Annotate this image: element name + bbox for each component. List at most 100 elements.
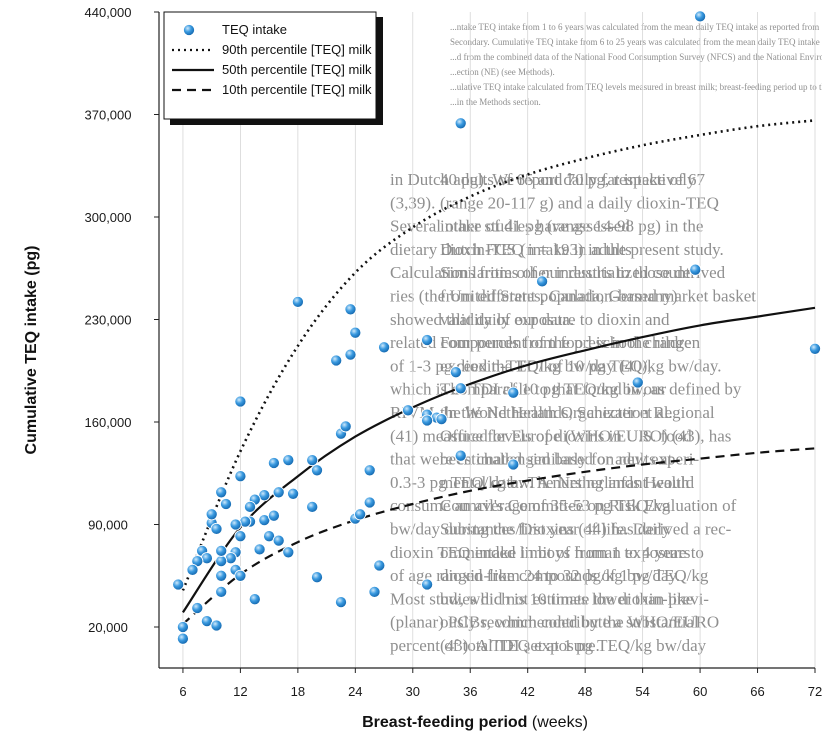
data-point: [378, 341, 391, 354]
data-point: [344, 348, 357, 361]
legend-box: [163, 11, 377, 120]
x-tick-label: 48: [578, 684, 592, 699]
data-point: [354, 508, 367, 521]
body-line: exceed the TDI of 10 pg TEQ/kg bw/day.: [440, 356, 722, 375]
data-point: [234, 395, 247, 408]
data-point: [234, 470, 247, 483]
body-line: dioxin TEQ intake in boys from 1 to 4 ye…: [390, 543, 690, 562]
data-point: [291, 295, 304, 308]
body-line: related compounds from food is in the ra…: [390, 333, 692, 352]
data-point: [234, 530, 247, 543]
y-tick-label: 160,000: [85, 415, 132, 430]
data-point: [507, 458, 520, 471]
body-line: Most studies did not estimate the dioxin…: [390, 589, 693, 608]
data-point: [210, 619, 223, 632]
legend: TEQ intake 90th percentile [TEQ] milk 50th…: [163, 11, 383, 125]
data-point: [507, 386, 520, 399]
body-line: Similarities of our results to those der…: [440, 263, 726, 282]
body-line: Substances/Dioxins (44) has derived a re…: [440, 520, 732, 539]
data-point: [421, 578, 434, 591]
body-line: validity of our data.: [440, 310, 574, 329]
footnote-line: ...d from the combined data of the Natio…: [450, 52, 822, 62]
body-line: intake of 41 pg (range 14-98 pg) in the: [440, 217, 703, 236]
body-line: Dutch FCS (n = 193) in the present study…: [440, 240, 724, 259]
data-point: [248, 593, 261, 606]
body-line: Four percent of the preschool children: [440, 333, 701, 352]
footnote-line: ...ection (NE) (see Methods).: [450, 67, 555, 77]
x-tick-label: 36: [463, 684, 477, 699]
x-tick-label: 54: [635, 684, 649, 699]
data-point: [435, 413, 448, 426]
data-point: [808, 342, 822, 355]
data-point: [421, 333, 434, 347]
grid: [182, 12, 816, 668]
body-line: 0.3-3 pg TEQ/kg bw. A nursing infant wou…: [390, 473, 695, 492]
data-point: [243, 500, 257, 513]
body-line: RIVM. In the Netherlands, Schecter et al…: [390, 403, 673, 422]
body-line: showed that daily exposure to dioxin and: [390, 310, 670, 329]
data-point: [272, 534, 285, 547]
x-axis-title: Breast-feeding period (weeks): [362, 714, 588, 731]
data-point: [310, 464, 324, 477]
data-point: [267, 509, 280, 522]
body-line: bw, which is 10 times lower than previ-: [440, 589, 709, 608]
data-point: [234, 569, 247, 582]
body-line: 40 pg). We report daily fat intake of 67: [440, 170, 706, 189]
data-point: [306, 454, 319, 467]
legend-label: 50th percentile [TEQ] milk: [222, 62, 372, 77]
data-point: [454, 117, 467, 130]
x-axis-title-unit: (weeks): [527, 714, 587, 731]
data-point: [306, 500, 319, 513]
tick-labels: 6 12 18 24 30 36 42 48 54 60 66 72 20,000 90,000 160,0…: [85, 5, 822, 699]
data-point: [229, 518, 242, 531]
data-point: [176, 632, 189, 645]
body-line: mental data. The Netherlands Health: [440, 473, 690, 492]
data-point: [363, 464, 376, 477]
body-line: Council's Committee on Risk Evaluation o…: [440, 496, 737, 515]
legend-label: TEQ intake: [222, 22, 287, 37]
y-tick-label: 440,000: [85, 5, 132, 20]
legend-label: 90th percentile [TEQ] milk: [222, 42, 372, 57]
data-point: [349, 326, 362, 339]
legend-label: 10th percentile [TEQ] milk: [222, 82, 372, 97]
data-point: [172, 578, 185, 591]
footnote-line: ...in the Methods section.: [450, 97, 541, 107]
x-tick-label: 72: [808, 684, 822, 699]
y-tick-label: 230,000: [85, 313, 132, 328]
data-point: [253, 543, 266, 556]
x-tick-label: 12: [233, 684, 247, 699]
body-line: ously recommended by the WHO/EURO: [440, 613, 719, 632]
data-point: [368, 585, 381, 598]
data-point: [215, 544, 228, 557]
body-line: Calculations from other industrialized c…: [390, 263, 696, 282]
data-point: [344, 303, 357, 316]
body-line: dietary dioxin-TEQ intake in adults: [390, 240, 632, 259]
body-line: dioxin-like compounds of 1 pg TEQ/kg: [440, 566, 709, 585]
data-point: [339, 420, 352, 433]
x-tick-label: 60: [693, 684, 707, 699]
y-tick-label: 300,000: [85, 210, 132, 225]
data-point: [219, 497, 233, 511]
data-point: [272, 486, 285, 499]
data-point: [689, 263, 702, 276]
data-point: [191, 601, 204, 615]
data-point: [205, 508, 218, 521]
x-tick-label: 30: [406, 684, 420, 699]
y-axis-title: Cumulative TEQ intake (pg): [23, 246, 40, 455]
data-point: [282, 454, 295, 467]
footnote-line: ...ntake TEQ intake from 1 to 6 years wa…: [450, 22, 822, 32]
data-point: [310, 571, 324, 584]
data-point: [454, 449, 467, 462]
body-line: (43). A TDI set at 1 pg TEQ/kg bw/day: [440, 636, 707, 655]
data-point: [210, 522, 223, 535]
data-point: [363, 496, 376, 509]
y-tick-label: 370,000: [85, 108, 132, 123]
body-line: (41) measured levels of dioxins in U.S. …: [390, 426, 692, 445]
body-line: been challenged based on new experi-: [440, 450, 699, 469]
body-line: bw/day during the first year of life. Da…: [390, 520, 671, 539]
data-point: [215, 585, 228, 598]
body-line: The TDI of 10 pg TEQ/kg bw, as defined b…: [440, 380, 742, 399]
footnote-line: Secondary. Cumulative TEQ intake from 6 …: [450, 37, 822, 47]
body-line: Several other studies have assessed: [390, 217, 630, 236]
